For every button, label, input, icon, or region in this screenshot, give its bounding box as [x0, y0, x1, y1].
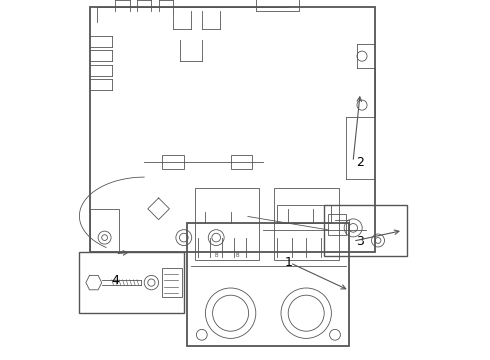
Bar — [162, 268, 182, 297]
Bar — [90, 7, 374, 252]
Bar — [324, 205, 407, 256]
Text: 4: 4 — [111, 274, 120, 287]
Bar — [195, 188, 259, 260]
Text: B: B — [236, 253, 240, 258]
Text: B: B — [215, 253, 218, 258]
Text: 3: 3 — [356, 235, 364, 248]
Bar — [90, 209, 119, 252]
Bar — [231, 155, 252, 169]
Bar — [328, 214, 346, 235]
Bar — [162, 155, 184, 169]
Text: 2: 2 — [356, 156, 364, 168]
Bar — [256, 0, 299, 11]
Bar — [277, 205, 331, 223]
Bar — [187, 223, 349, 346]
Bar — [79, 252, 184, 313]
Text: 1: 1 — [284, 256, 292, 269]
Bar — [274, 188, 339, 260]
